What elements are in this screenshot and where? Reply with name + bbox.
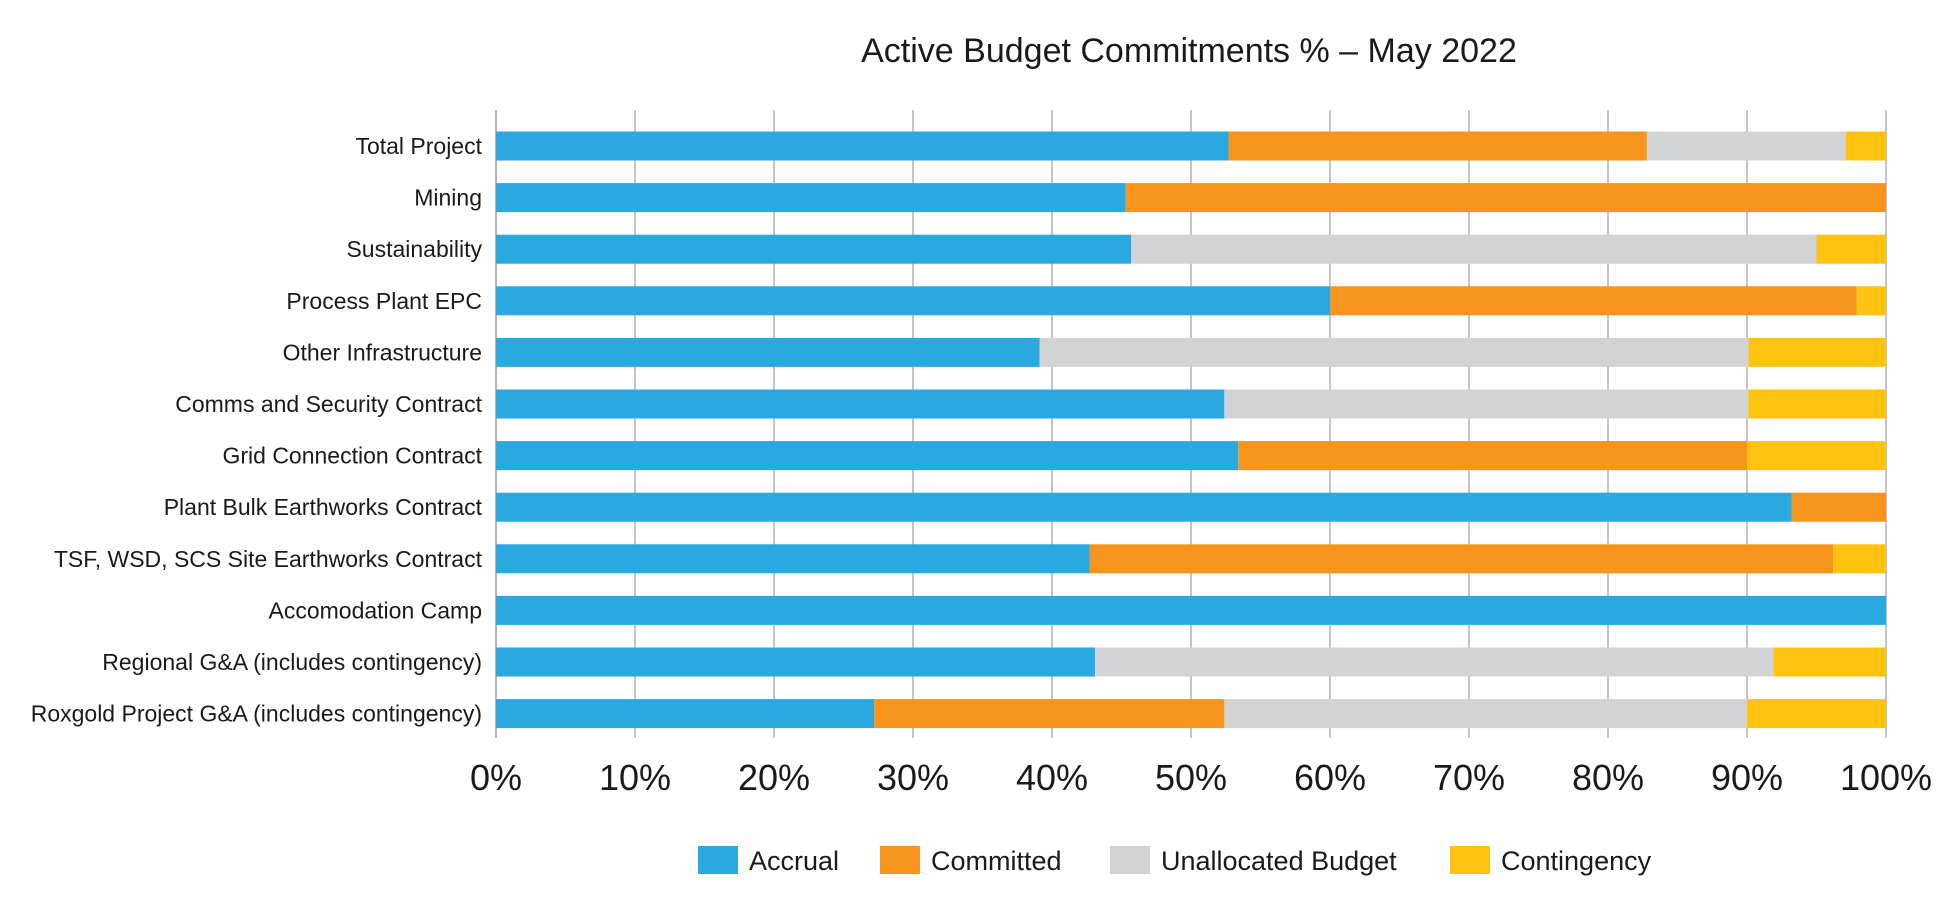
bar-segment <box>1747 441 1886 471</box>
grid-lines <box>495 110 1887 738</box>
bar-segment <box>1228 131 1647 161</box>
bar-segment <box>496 544 1090 574</box>
x-tick-label: 90% <box>1711 757 1783 798</box>
x-tick-label: 80% <box>1572 757 1644 798</box>
bar-segment <box>1224 389 1749 419</box>
bar-segment <box>874 699 1225 729</box>
bar-segment <box>1646 131 1846 161</box>
bar-segment <box>496 492 1792 522</box>
legend-label: Contingency <box>1501 846 1652 876</box>
bar-segment <box>1856 286 1886 316</box>
bar-segment <box>1131 234 1817 264</box>
x-tick-label: 30% <box>877 757 949 798</box>
legend-swatch <box>698 846 738 874</box>
bar-segment <box>496 234 1132 264</box>
legend-label: Unallocated Budget <box>1161 846 1397 876</box>
bar-segment <box>1238 441 1747 471</box>
legend-swatch <box>1110 846 1150 874</box>
legend-label: Accrual <box>749 846 839 876</box>
bar-segment <box>1791 492 1886 522</box>
legend-item: Accrual <box>698 846 839 876</box>
legend-item: Contingency <box>1450 846 1652 876</box>
legend-swatch <box>1450 846 1490 874</box>
bar-segment <box>1089 544 1834 574</box>
x-tick-label: 20% <box>738 757 810 798</box>
chart-title: Active Budget Commitments % – May 2022 <box>861 32 1517 70</box>
bar-segment <box>1748 337 1886 367</box>
legend-swatch <box>880 846 920 874</box>
x-tick-label: 100% <box>1840 757 1932 798</box>
legend: Accrual Committed Unallocated Budget Contin… <box>698 846 1652 876</box>
category-label: Plant Bulk Earthworks Contract <box>164 494 483 520</box>
category-label: Total Project <box>355 133 482 159</box>
bar-segment <box>1816 234 1886 264</box>
legend-item: Committed <box>880 846 1062 876</box>
x-tick-label: 60% <box>1294 757 1366 798</box>
bar-segment <box>1748 389 1886 419</box>
bar-segment <box>1095 647 1774 677</box>
x-tick-label: 40% <box>1016 757 1088 798</box>
bar-segment <box>1224 699 1747 729</box>
bar-segment <box>496 131 1229 161</box>
bars <box>496 131 1886 729</box>
category-label: Grid Connection Contract <box>222 443 482 469</box>
bar-segment <box>496 647 1096 677</box>
bar-segment <box>496 183 1126 213</box>
bar-segment <box>1125 183 1886 213</box>
category-label: Mining <box>414 185 482 211</box>
legend-item: Unallocated Budget <box>1110 846 1397 876</box>
category-label: Regional G&A (includes contingency) <box>102 649 482 675</box>
category-label: Process Plant EPC <box>286 288 482 314</box>
bar-segment <box>496 595 1886 625</box>
category-label: Sustainability <box>346 236 482 262</box>
bar-segment <box>496 389 1225 419</box>
bar-segment <box>1833 544 1886 574</box>
x-tick-label: 0% <box>470 757 522 798</box>
bar-segment <box>496 441 1239 471</box>
bar-segment <box>1747 699 1886 729</box>
bar-segment <box>496 337 1040 367</box>
legend-label: Committed <box>931 846 1062 876</box>
category-label: Accomodation Camp <box>269 597 483 623</box>
bar-segment <box>1845 131 1886 161</box>
category-labels: Total Project Mining Sustainability Process… <box>31 133 483 727</box>
category-label: Roxgold Project G&A (includes contingenc… <box>31 701 482 727</box>
x-tick-label: 70% <box>1433 757 1505 798</box>
bar-segment <box>1330 286 1857 316</box>
x-tick-label: 10% <box>599 757 671 798</box>
x-tick-label: 50% <box>1155 757 1227 798</box>
category-label: Other Infrastructure <box>283 339 482 365</box>
category-label: Comms and Security Contract <box>175 391 482 417</box>
bar-segment <box>1773 647 1886 677</box>
category-label: TSF, WSD, SCS Site Earthworks Contract <box>54 546 483 572</box>
bar-segment <box>1039 337 1749 367</box>
bar-segment <box>496 699 875 729</box>
x-tick-labels: 0% 10% 20% 30% 40% 50% 60% 70% 80% 90% 100% <box>470 757 1932 798</box>
bar-segment <box>496 286 1330 316</box>
